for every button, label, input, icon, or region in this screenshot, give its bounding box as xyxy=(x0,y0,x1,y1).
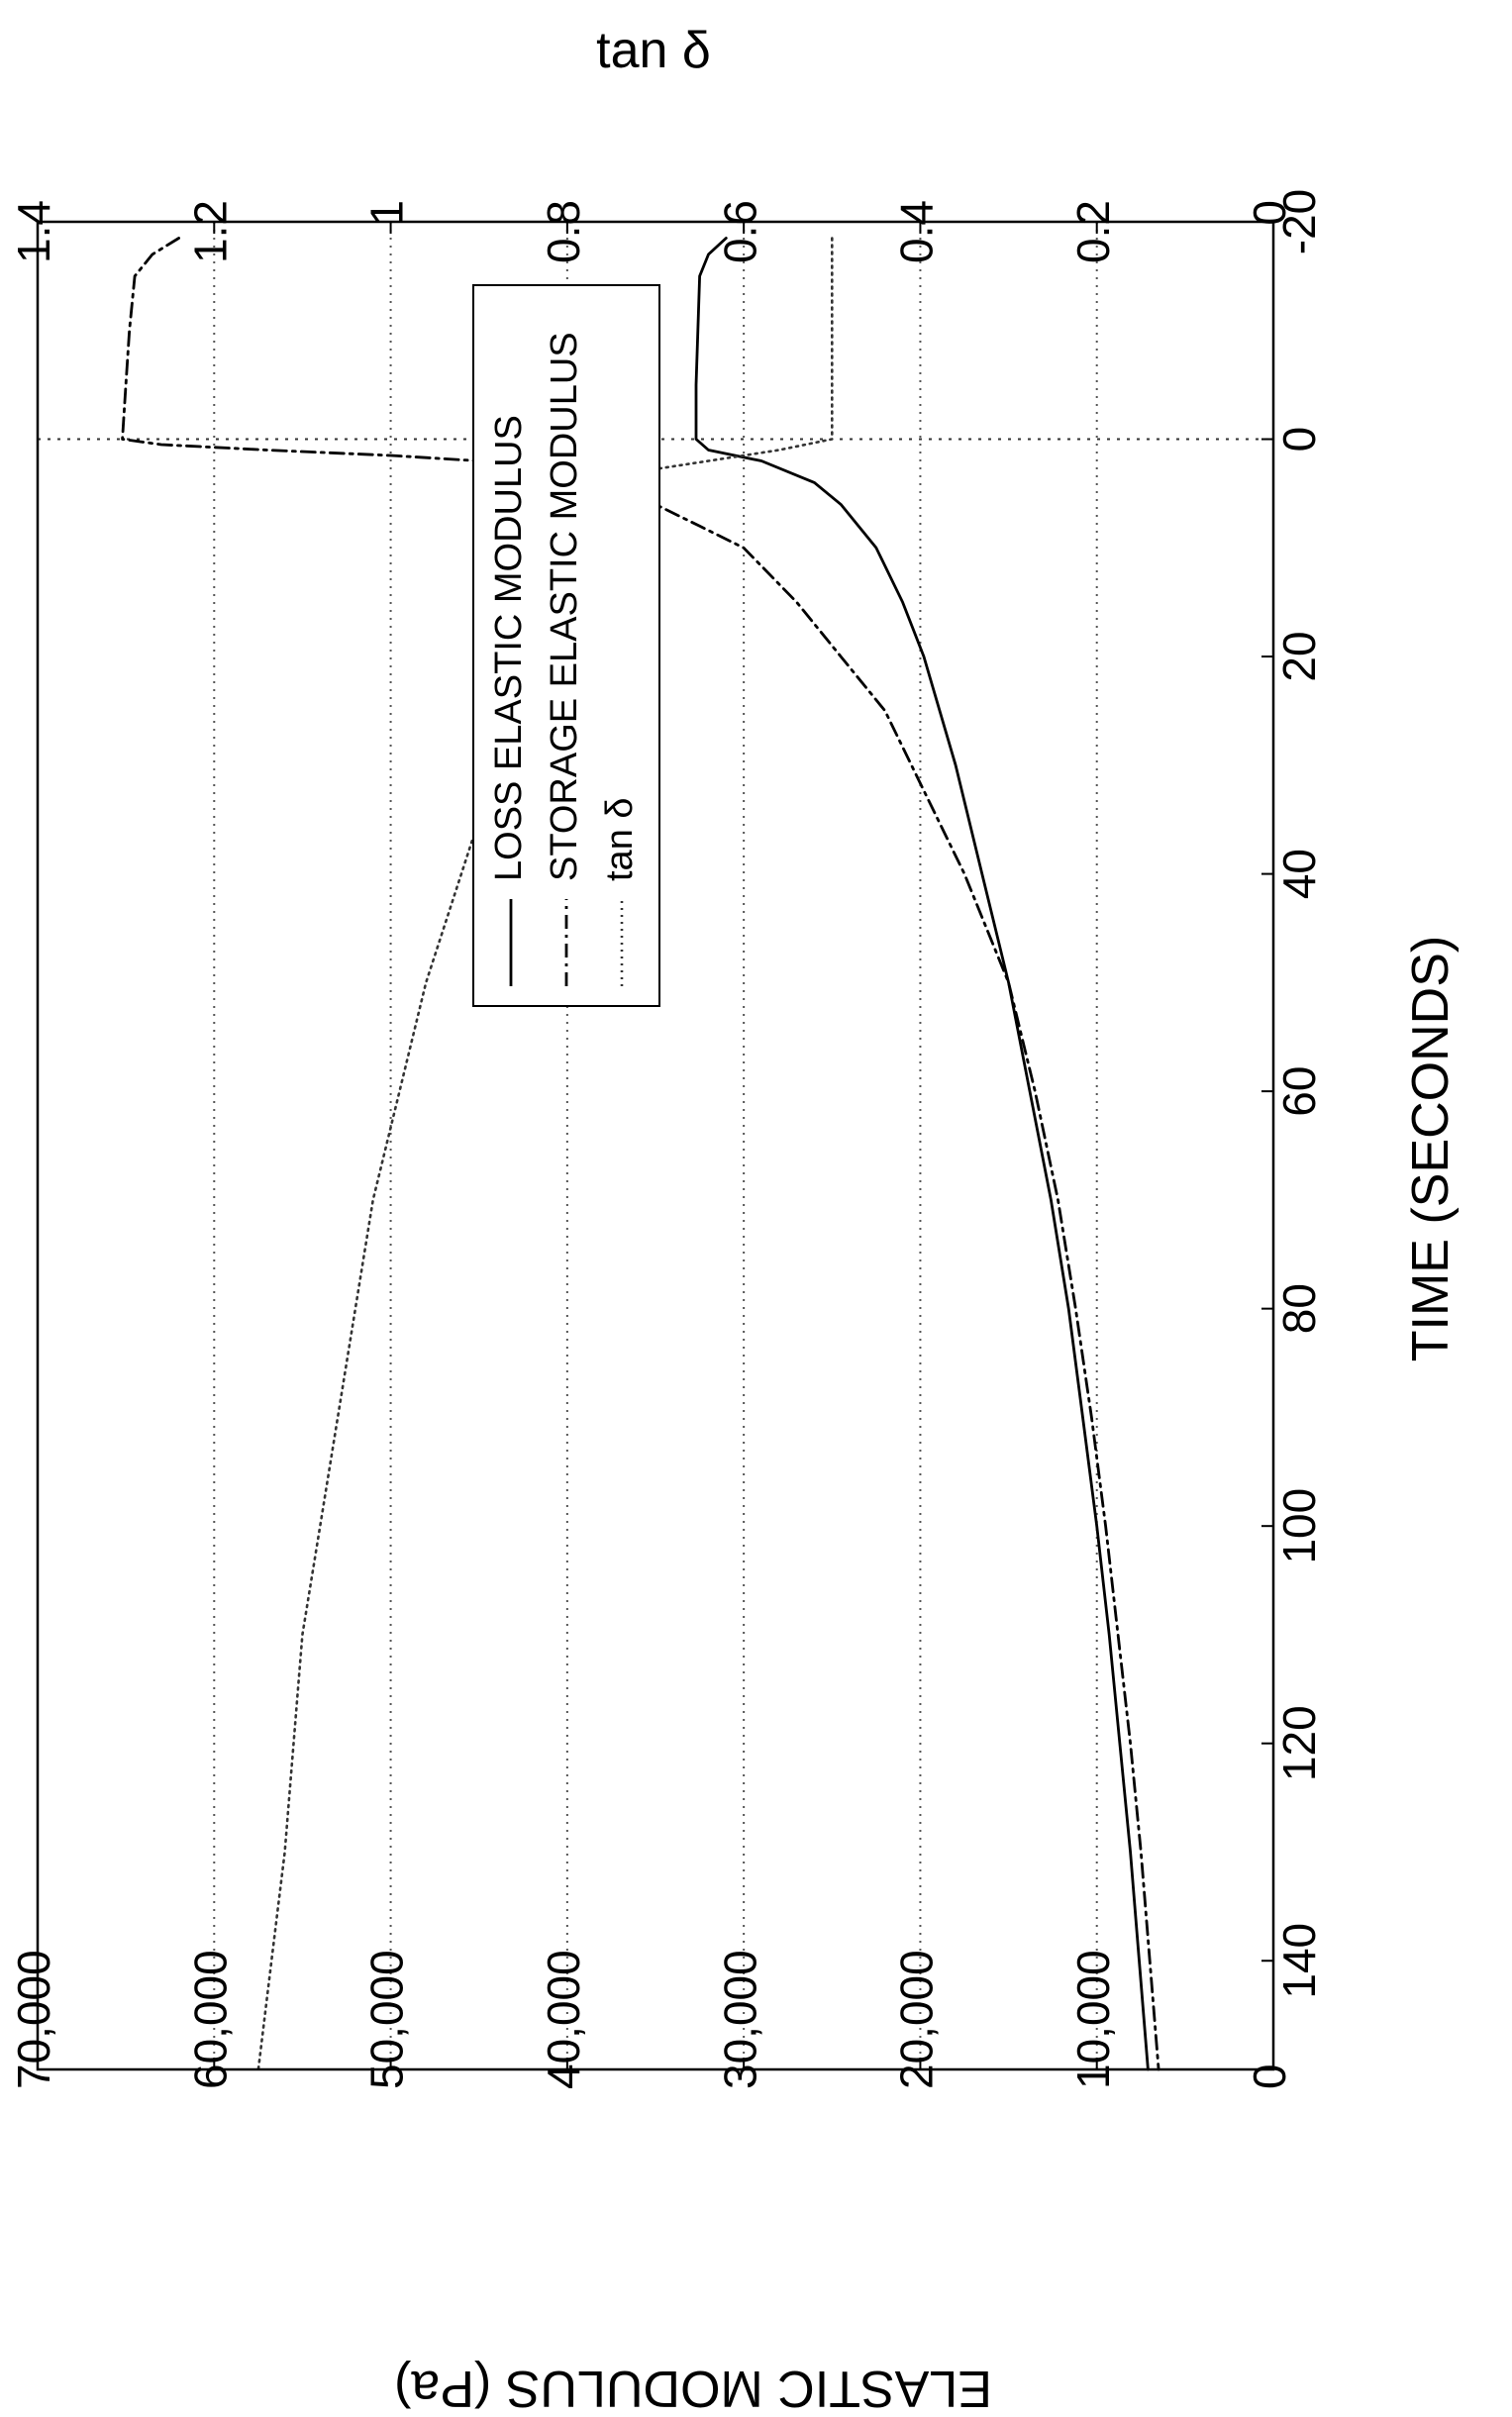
series-line-2 xyxy=(121,237,1160,2071)
y-tick-label: 40,000 xyxy=(538,1950,589,2089)
y-tick-label: 10,000 xyxy=(1067,1950,1119,2089)
grid-layer xyxy=(38,222,1273,2069)
y2-tick-label: 0.6 xyxy=(714,200,765,263)
y2-tick-label: 1 xyxy=(361,200,413,226)
y2-tick-label: 1.2 xyxy=(184,200,236,263)
y2-axis-title: tan δ xyxy=(596,22,711,79)
x-tick-label: 0 xyxy=(1273,427,1325,453)
y-tick-label: 70,000 xyxy=(8,1950,59,2089)
x-tick-label: 140 xyxy=(1273,1923,1325,1999)
y-tick-label: 0 xyxy=(1244,2064,1295,2089)
x-tick-label: 60 xyxy=(1273,1066,1325,1117)
y2-tick-label: 0.2 xyxy=(1067,200,1119,263)
x-tick-label: 20 xyxy=(1273,631,1325,681)
x-tick-label: -20 xyxy=(1273,189,1325,254)
y-tick-label: 60,000 xyxy=(184,1950,236,2089)
y2-tick-label: 0.4 xyxy=(891,200,943,263)
y-tick-label: 20,000 xyxy=(891,1950,943,2089)
x-tick-label: 40 xyxy=(1273,849,1325,899)
legend-layer: LOSS ELASTIC MODULUS STORAGE ELASTIC MODU… xyxy=(472,284,660,1007)
y-tick-label: 50,000 xyxy=(361,1950,413,2089)
tick-layer: 0 0.2 0.4 0.6 0.8 1 1.2 1.4 0 10,000 20,000 30,000 4… xyxy=(8,189,1325,2089)
y-tick-label: 30,000 xyxy=(714,1950,765,2089)
legend-box xyxy=(472,284,660,1007)
x-tick-label: 80 xyxy=(1273,1283,1325,1334)
series-line-1 xyxy=(694,237,1150,2071)
y-axis-title: ELASTIC MODULUS (Pa) xyxy=(394,2360,992,2417)
legend-label: STORAGE ELASTIC MODULUS xyxy=(544,332,585,881)
x-tick-label: 100 xyxy=(1273,1488,1325,1564)
legend-label: tan δ xyxy=(599,797,641,881)
y2-tick-label: 0.8 xyxy=(538,200,589,263)
plot-frame xyxy=(36,220,1275,2071)
x-axis-title: TIME (SECONDS) xyxy=(1402,936,1460,1361)
x-tick-label: 120 xyxy=(1273,1705,1325,1781)
y2-tick-label: 1.4 xyxy=(8,200,59,263)
legend-label: LOSS ELASTIC MODULUS xyxy=(488,415,530,881)
